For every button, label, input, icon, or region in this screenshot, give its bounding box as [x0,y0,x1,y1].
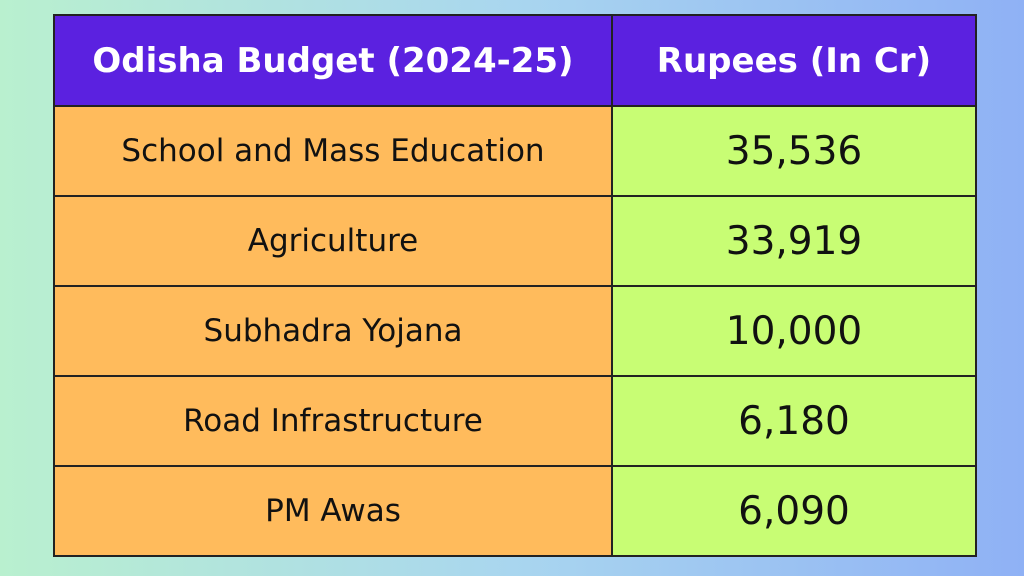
row-value: 35,536 [611,105,977,197]
row-value: 10,000 [611,285,977,377]
header-rupees: Rupees (In Cr) [611,14,977,107]
row-value: 6,180 [611,375,977,467]
budget-table: Odisha Budget (2024-25) Rupees (In Cr) S… [53,14,977,557]
row-category: Road Infrastructure [53,375,613,467]
row-category: School and Mass Education [53,105,613,197]
table-row: Subhadra Yojana 10,000 [53,285,977,377]
row-category: Agriculture [53,195,613,287]
row-value: 6,090 [611,465,977,557]
row-category: PM Awas [53,465,613,557]
table-row: Agriculture 33,919 [53,195,977,287]
table-header-row: Odisha Budget (2024-25) Rupees (In Cr) [53,14,977,107]
row-category: Subhadra Yojana [53,285,613,377]
header-budget: Odisha Budget (2024-25) [53,14,613,107]
table-row: Road Infrastructure 6,180 [53,375,977,467]
row-value: 33,919 [611,195,977,287]
table-row: School and Mass Education 35,536 [53,105,977,197]
table-row: PM Awas 6,090 [53,465,977,557]
